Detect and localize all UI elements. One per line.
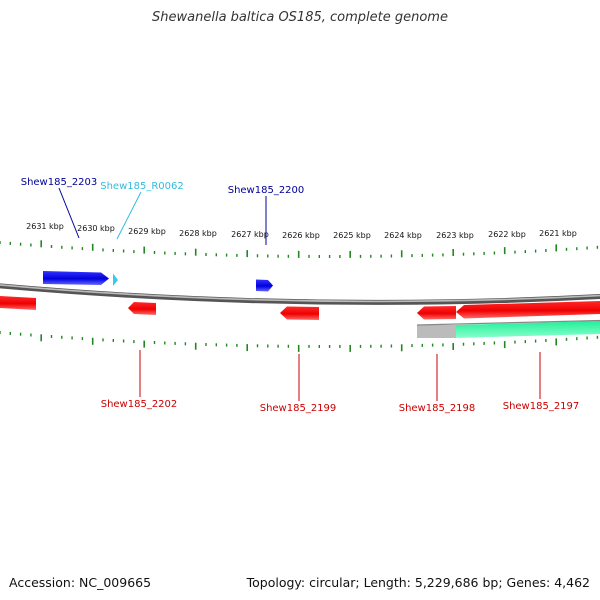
scale-label: 2622 kbp [488,230,526,239]
gene-label-shew185-2197[interactable]: Shew185_2197 [503,401,580,412]
scale-label: 2626 kbp [282,231,320,240]
genome-backbone-highlight [0,284,600,303]
leader-line [58,187,80,239]
gene-shew185-2200[interactable] [256,279,273,292]
gene-shew185-2203[interactable] [43,271,109,285]
gene-label-shew185-2199[interactable]: Shew185_2199 [260,403,337,414]
gene-label-shew185-2202[interactable]: Shew185_2202 [101,399,178,410]
scale-label: 2630 kbp [77,224,115,233]
label-leaders [58,187,541,401]
inner-tick-ring [0,331,599,352]
gene-label-shew185-2200[interactable]: Shew185_2200 [228,185,305,196]
scale-label: 2624 kbp [384,231,422,240]
gene-shew185-r0062[interactable] [113,273,118,287]
gene-shew185-2198[interactable] [417,306,456,320]
gene-labels: Shew185_2203 Shew185_R0062 Shew185_2200 … [21,177,580,414]
gene-shew185-2202[interactable] [128,302,156,315]
page-title: Shewanella baltica OS185, complete genom… [152,10,448,25]
leader-line [116,191,142,240]
scale-label: 2628 kbp [179,229,217,238]
scale-label: 2623 kbp [436,231,474,240]
scale-labels: 2631 kbp 2630 kbp 2629 kbp 2628 kbp 2627… [26,222,577,240]
feature-green-bar [456,321,600,338]
gene-label-shew185-r0062[interactable]: Shew185_R0062 [100,181,184,192]
scale-label: 2629 kbp [128,227,166,236]
feature-gray-bar [417,325,456,338]
accession-text: Accession: NC_009665 [9,575,152,590]
gene-label-shew185-2198[interactable]: Shew185_2198 [399,403,476,414]
scale-label: 2625 kbp [333,231,371,240]
genome-backbone [0,283,600,305]
outer-tick-ring [0,240,599,258]
scale-label: 2621 kbp [539,229,577,238]
genome-stats-text: Topology: circular; Length: 5,229,686 bp… [246,575,590,590]
gene-shew185-2197[interactable] [456,301,600,319]
gene-label-shew185-2203[interactable]: Shew185_2203 [21,177,98,188]
scale-label: 2631 kbp [26,222,64,231]
feature-bar-edge [416,319,600,326]
gene-left-edge[interactable] [0,296,36,310]
scale-label: 2627 kbp [231,230,269,239]
gene-shew185-2199[interactable] [280,306,319,321]
